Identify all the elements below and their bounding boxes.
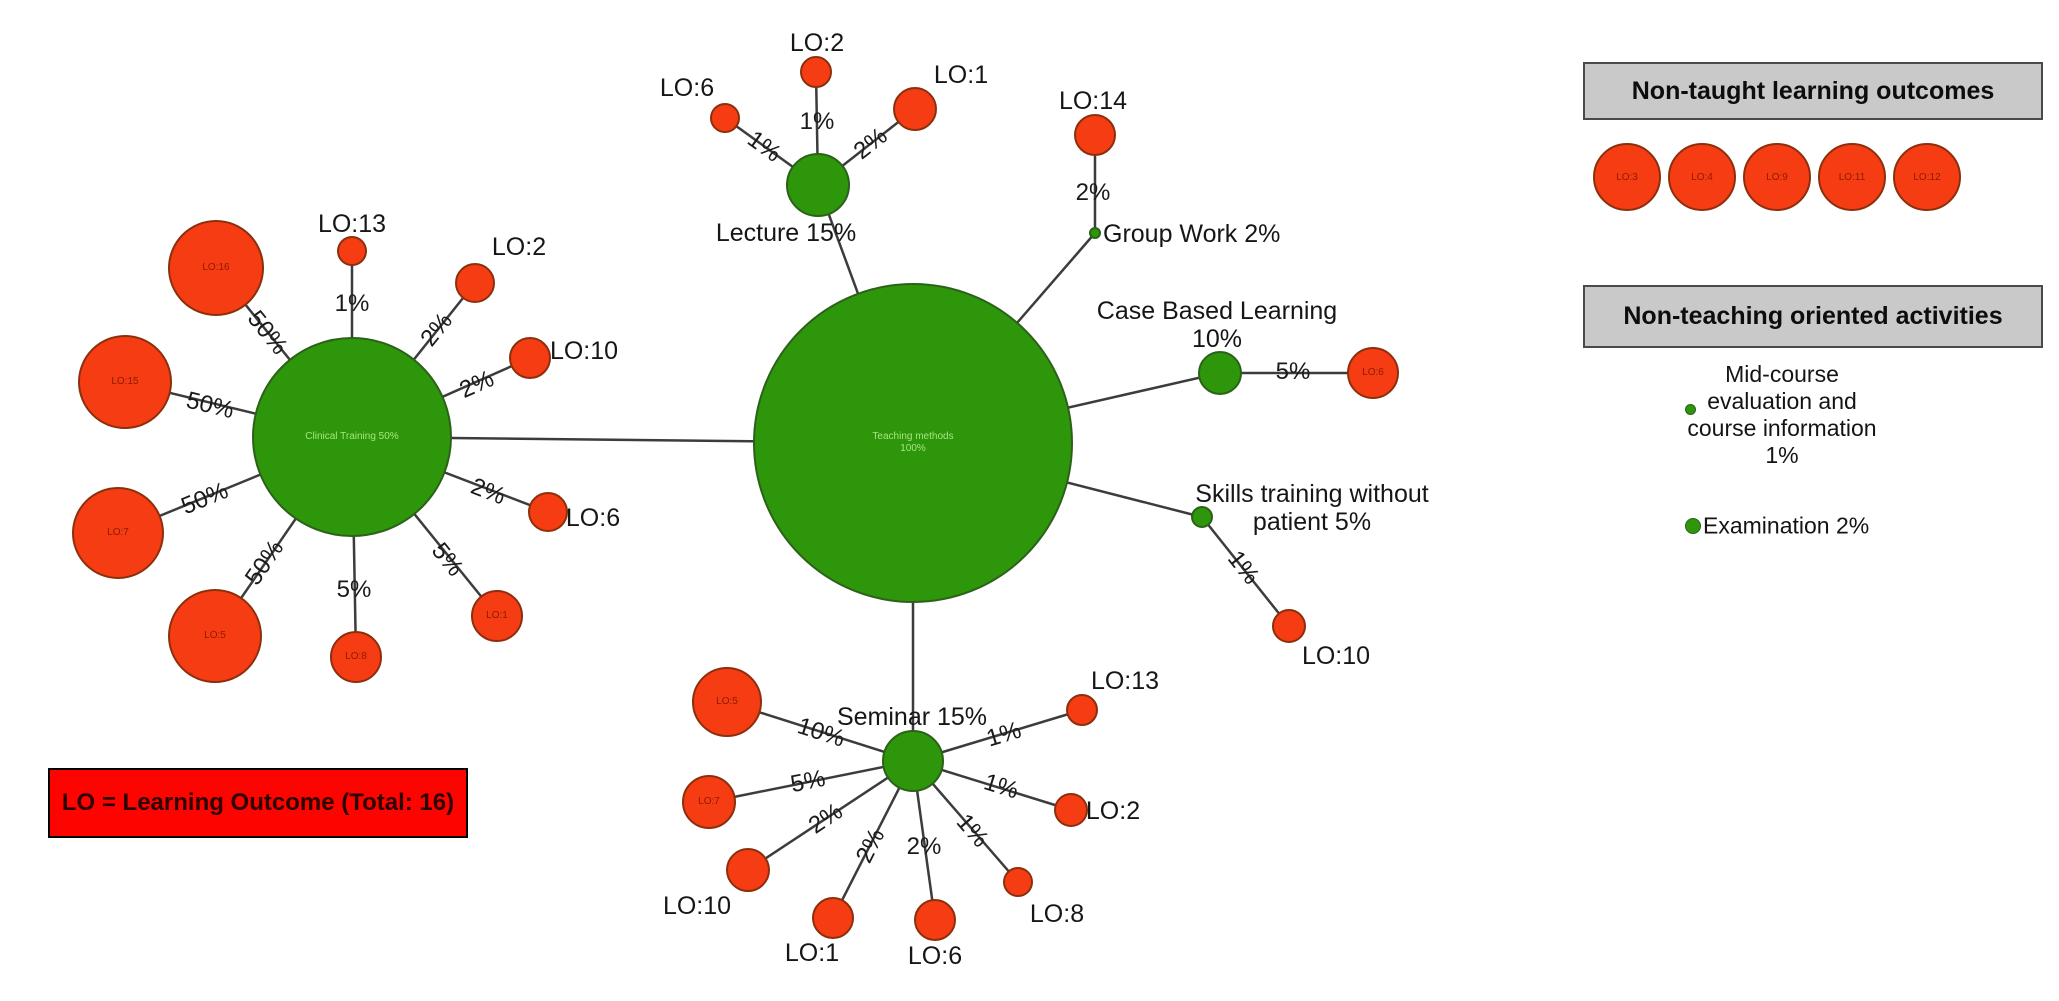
lo-note-text: LO = Learning Outcome (Total: 16) [61, 789, 455, 816]
outcome-node-c-lo16: LO:16 [168, 220, 264, 316]
node-label-c-lo10: LO:10 [549, 336, 619, 365]
outcome-node-b-lo6: LO:6 [1347, 347, 1399, 399]
outcome-node-c-lo6 [528, 492, 568, 532]
node-label-m-lo8: LO:8 [1029, 899, 1085, 928]
edge-percent-groupwork-g-lo14: 2% [1075, 179, 1111, 206]
node-label-seminar: Seminar 15% [836, 702, 988, 731]
mid-course-label: Mid-course evaluation and course informa… [1687, 361, 1877, 468]
node-label-m-lo13: LO:13 [1090, 666, 1160, 695]
outcome-node-c-lo7: LO:7 [72, 487, 164, 579]
outcome-node-m-lo5: LO:5 [692, 667, 762, 737]
lo-note-box: LO = Learning Outcome (Total: 16) [48, 768, 468, 838]
edge-percent-clinical-c-lo13: 1% [334, 290, 370, 317]
outcome-node-c-lo13 [337, 236, 367, 266]
outcome-node-c-lo2 [455, 263, 495, 303]
examination-dot [1685, 518, 1701, 534]
mid-course-dot [1685, 404, 1696, 415]
non-taught-outcomes-row: LO:3 LO:4 LO:9 LO:11 LO:12 [1593, 143, 1961, 211]
node-label-skills: Skills training without patient 5% [1195, 479, 1429, 536]
edge-skills-s-lo10 [1201, 516, 1290, 627]
node-label-s-lo10: LO:10 [1301, 641, 1371, 670]
outcome-node-c-lo8: LO:8 [330, 631, 382, 683]
node-label-c-lo13: LO:13 [317, 209, 387, 238]
outcome-node-m-lo1 [812, 897, 854, 939]
edge-seminar-m-lo7 [708, 759, 914, 804]
edge-percent-seminar-m-lo6: 2% [906, 833, 942, 860]
method-node-seminar [882, 730, 944, 792]
node-label-c-lo2: LO:2 [491, 232, 547, 261]
node-label-l-lo6: LO:6 [659, 73, 715, 102]
method-node-lecture [786, 153, 850, 217]
node-label-l-lo1: LO:1 [933, 60, 989, 89]
edge-percent-cbl-b-lo6: 5% [1275, 358, 1311, 385]
node-label-m-lo2: LO:2 [1085, 796, 1141, 825]
non-taught-outcomes-header: Non-taught learning outcomes [1583, 62, 2043, 120]
edge-percent-lecture-l-lo2: 1% [799, 108, 835, 135]
non-taught-outcome-circle-5: LO:12 [1893, 143, 1961, 211]
outcome-node-l-lo2 [800, 56, 832, 88]
outcome-node-m-lo8 [1003, 867, 1033, 897]
node-label-groupwork: Group Work 2% [1103, 219, 1281, 248]
outcome-node-c-lo5: LO:5 [168, 589, 262, 683]
edge-percent-clinical-c-lo8: 5% [336, 576, 372, 603]
node-label-m-lo6: LO:6 [907, 941, 963, 970]
non-taught-outcomes-title: Non-taught learning outcomes [1631, 76, 1995, 105]
outcome-node-m-lo10 [726, 848, 770, 892]
outcome-node-c-lo10 [509, 337, 551, 379]
node-label-l-lo2: LO:2 [789, 28, 845, 57]
outcome-node-m-lo13 [1066, 694, 1098, 726]
node-label-m-lo1: LO:1 [784, 938, 840, 967]
outcome-node-l-lo1 [893, 87, 937, 131]
non-taught-outcome-circle-4: LO:11 [1818, 143, 1886, 211]
node-label-g-lo14: LO:14 [1058, 86, 1128, 115]
outcome-node-m-lo2 [1054, 793, 1088, 827]
non-teaching-activities-header: Non-teaching oriented activities [1583, 285, 2043, 348]
method-node-groupwork [1089, 227, 1101, 239]
method-node-skills [1191, 506, 1213, 528]
method-node-clinical: Clinical Training 50% [252, 337, 452, 537]
node-label-m-lo10: LO:10 [662, 891, 732, 920]
outcome-node-m-lo7: LO:7 [682, 775, 736, 829]
outcome-node-g-lo14 [1074, 114, 1116, 156]
non-taught-outcome-circle-2: LO:4 [1668, 143, 1736, 211]
outcome-node-s-lo10 [1272, 609, 1306, 643]
examination-label: Examination 2% [1703, 512, 1870, 539]
non-taught-outcome-circle-1: LO:3 [1593, 143, 1661, 211]
node-label-cbl: Case Based Learning 10% [1096, 296, 1338, 353]
outcome-node-c-lo15: LO:15 [78, 335, 172, 429]
non-taught-outcome-circle-3: LO:9 [1743, 143, 1811, 211]
edge-seminar-m-lo10 [747, 759, 914, 872]
method-node-teaching: Teaching methods 100% [753, 283, 1073, 603]
node-label-lecture: Lecture 15% [715, 218, 857, 247]
non-teaching-activities-title: Non-teaching oriented activities [1623, 302, 2003, 330]
method-node-cbl [1198, 351, 1242, 395]
node-label-c-lo6: LO:6 [565, 503, 621, 532]
outcome-node-m-lo6 [914, 899, 956, 941]
outcome-node-c-lo1: LO:1 [471, 590, 523, 642]
outcome-node-l-lo6 [710, 103, 740, 133]
